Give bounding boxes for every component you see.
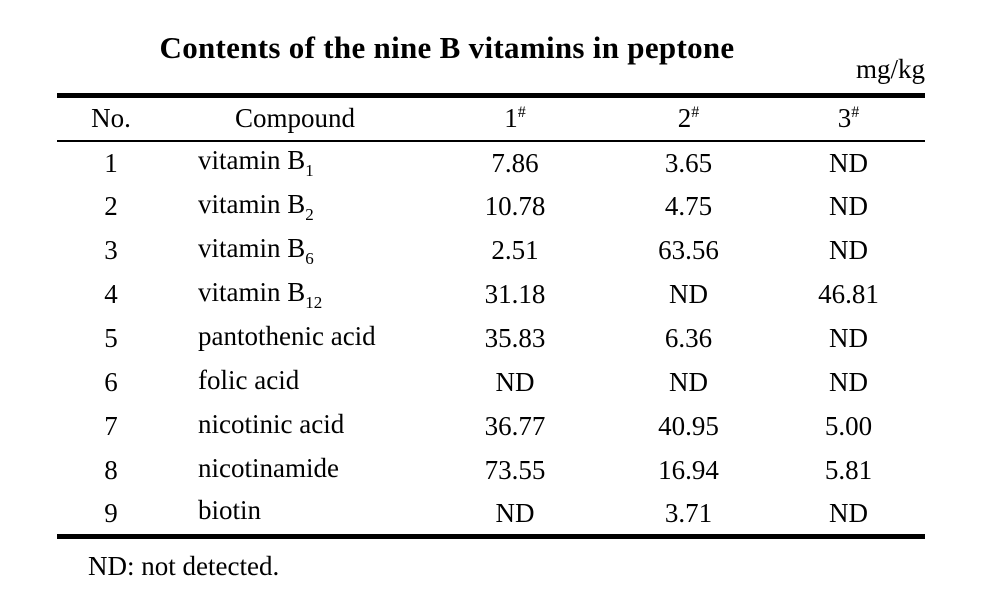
cell-no: 7	[104, 411, 118, 441]
cell-compound: nicotinic acid	[165, 405, 425, 449]
table-row: 9 biotin ND 3.71 ND	[57, 493, 925, 537]
cell-sample1: 2.51	[491, 235, 539, 265]
cell-sample3: ND	[829, 367, 868, 397]
table-title: Contents of the nine B vitamins in pepto…	[159, 30, 735, 65]
compound-subscript: 1	[305, 161, 314, 180]
cell-sample1: 31.18	[484, 279, 546, 309]
cell-sample3: 46.81	[818, 279, 879, 309]
sample-marker: #	[517, 104, 526, 122]
cell-sample1: 36.77	[484, 411, 546, 441]
compound-name: nicotinic acid	[198, 408, 345, 439]
header-compound: Compound	[234, 103, 355, 134]
cell-sample2: 3.65	[664, 147, 713, 178]
cell-sample1: ND	[495, 497, 535, 528]
cell-no: 9	[104, 497, 118, 528]
table-row: 7 nicotinic acid 36.77 40.95 5.00	[57, 405, 925, 449]
cell-compound: vitamin B6	[165, 229, 425, 273]
unit-label: mg/kg	[855, 54, 925, 84]
compound-name: vitamin B	[198, 232, 306, 263]
cell-sample1: 73.55	[484, 455, 546, 485]
sample-number: 1	[504, 103, 518, 134]
header-row: No. Compound 1# 2# 3#	[57, 96, 925, 141]
cell-compound: nicotinamide	[165, 449, 425, 493]
cell-sample2: 40.95	[658, 411, 719, 441]
cell-sample2: ND	[669, 367, 708, 397]
compound-name: vitamin B	[198, 276, 306, 307]
cell-sample3: 5.81	[824, 455, 873, 485]
vitamins-table: No. Compound 1# 2# 3# 1 vitamin B1 7.86 …	[57, 93, 925, 539]
table-row: 5 pantothenic acid 35.83 6.36 ND	[57, 317, 925, 361]
compound-name: folic acid	[198, 364, 300, 395]
header-sample-3: 3#	[772, 96, 925, 141]
compound-name: pantothenic acid	[198, 320, 376, 351]
compound-subscript: 2	[305, 204, 314, 224]
sample-marker: #	[691, 104, 700, 122]
cell-compound: folic acid	[165, 361, 425, 405]
cell-compound: vitamin B1	[165, 141, 425, 185]
cell-sample1: 35.83	[484, 323, 546, 353]
compound-subscript: 12	[305, 292, 323, 312]
table-row: 6 folic acid ND ND ND	[57, 361, 925, 405]
compound-name: biotin	[198, 495, 262, 526]
cell-compound: vitamin B12	[165, 273, 425, 317]
cell-sample2: 6.36	[664, 323, 713, 353]
sample-marker: #	[851, 104, 860, 122]
cell-sample2: 3.71	[664, 497, 713, 528]
compound-name: vitamin B	[198, 188, 306, 219]
cell-compound: pantothenic acid	[165, 317, 425, 361]
compound-name: vitamin B	[198, 145, 306, 175]
cell-compound: biotin	[165, 493, 425, 537]
cell-sample1: ND	[495, 367, 535, 397]
cell-no: 8	[104, 455, 118, 485]
table-row: 4 vitamin B12 31.18 ND 46.81	[57, 273, 925, 317]
compound-name: nicotinamide	[198, 452, 339, 483]
cell-sample2: 4.75	[664, 191, 713, 221]
cell-compound: vitamin B2	[165, 185, 425, 229]
cell-sample2: ND	[669, 279, 708, 309]
table-row: 2 vitamin B2 10.78 4.75 ND	[57, 185, 925, 229]
cell-sample2: 16.94	[658, 455, 719, 485]
cell-sample3: ND	[829, 323, 868, 353]
cell-sample1: 10.78	[484, 191, 546, 221]
cell-sample2: 63.56	[658, 235, 719, 265]
cell-sample3: ND	[829, 235, 868, 265]
header-sample-1: 1#	[425, 96, 605, 141]
cell-no: 5	[104, 323, 118, 353]
cell-no: 3	[104, 235, 118, 265]
table-row: 1 vitamin B1 7.86 3.65 ND	[57, 141, 925, 185]
cell-sample1: 7.86	[491, 147, 539, 178]
cell-sample3: 5.00	[824, 411, 873, 441]
cell-sample3: ND	[829, 191, 868, 221]
cell-sample3: ND	[829, 147, 868, 178]
table-row: 3 vitamin B6 2.51 63.56 ND	[57, 229, 925, 273]
footnote: ND: not detected.	[88, 551, 280, 581]
compound-subscript: 6	[305, 248, 314, 268]
sample-number: 2	[677, 103, 692, 134]
header-no: No.	[91, 103, 131, 134]
header-sample-2: 2#	[605, 96, 772, 141]
cell-sample3: ND	[829, 497, 868, 528]
cell-no: 6	[104, 367, 118, 397]
cell-no: 4	[104, 279, 118, 309]
table-row: 8 nicotinamide 73.55 16.94 5.81	[57, 449, 925, 493]
cell-no: 2	[104, 191, 118, 221]
cell-no: 1	[104, 147, 118, 178]
sample-number: 3	[837, 103, 852, 134]
